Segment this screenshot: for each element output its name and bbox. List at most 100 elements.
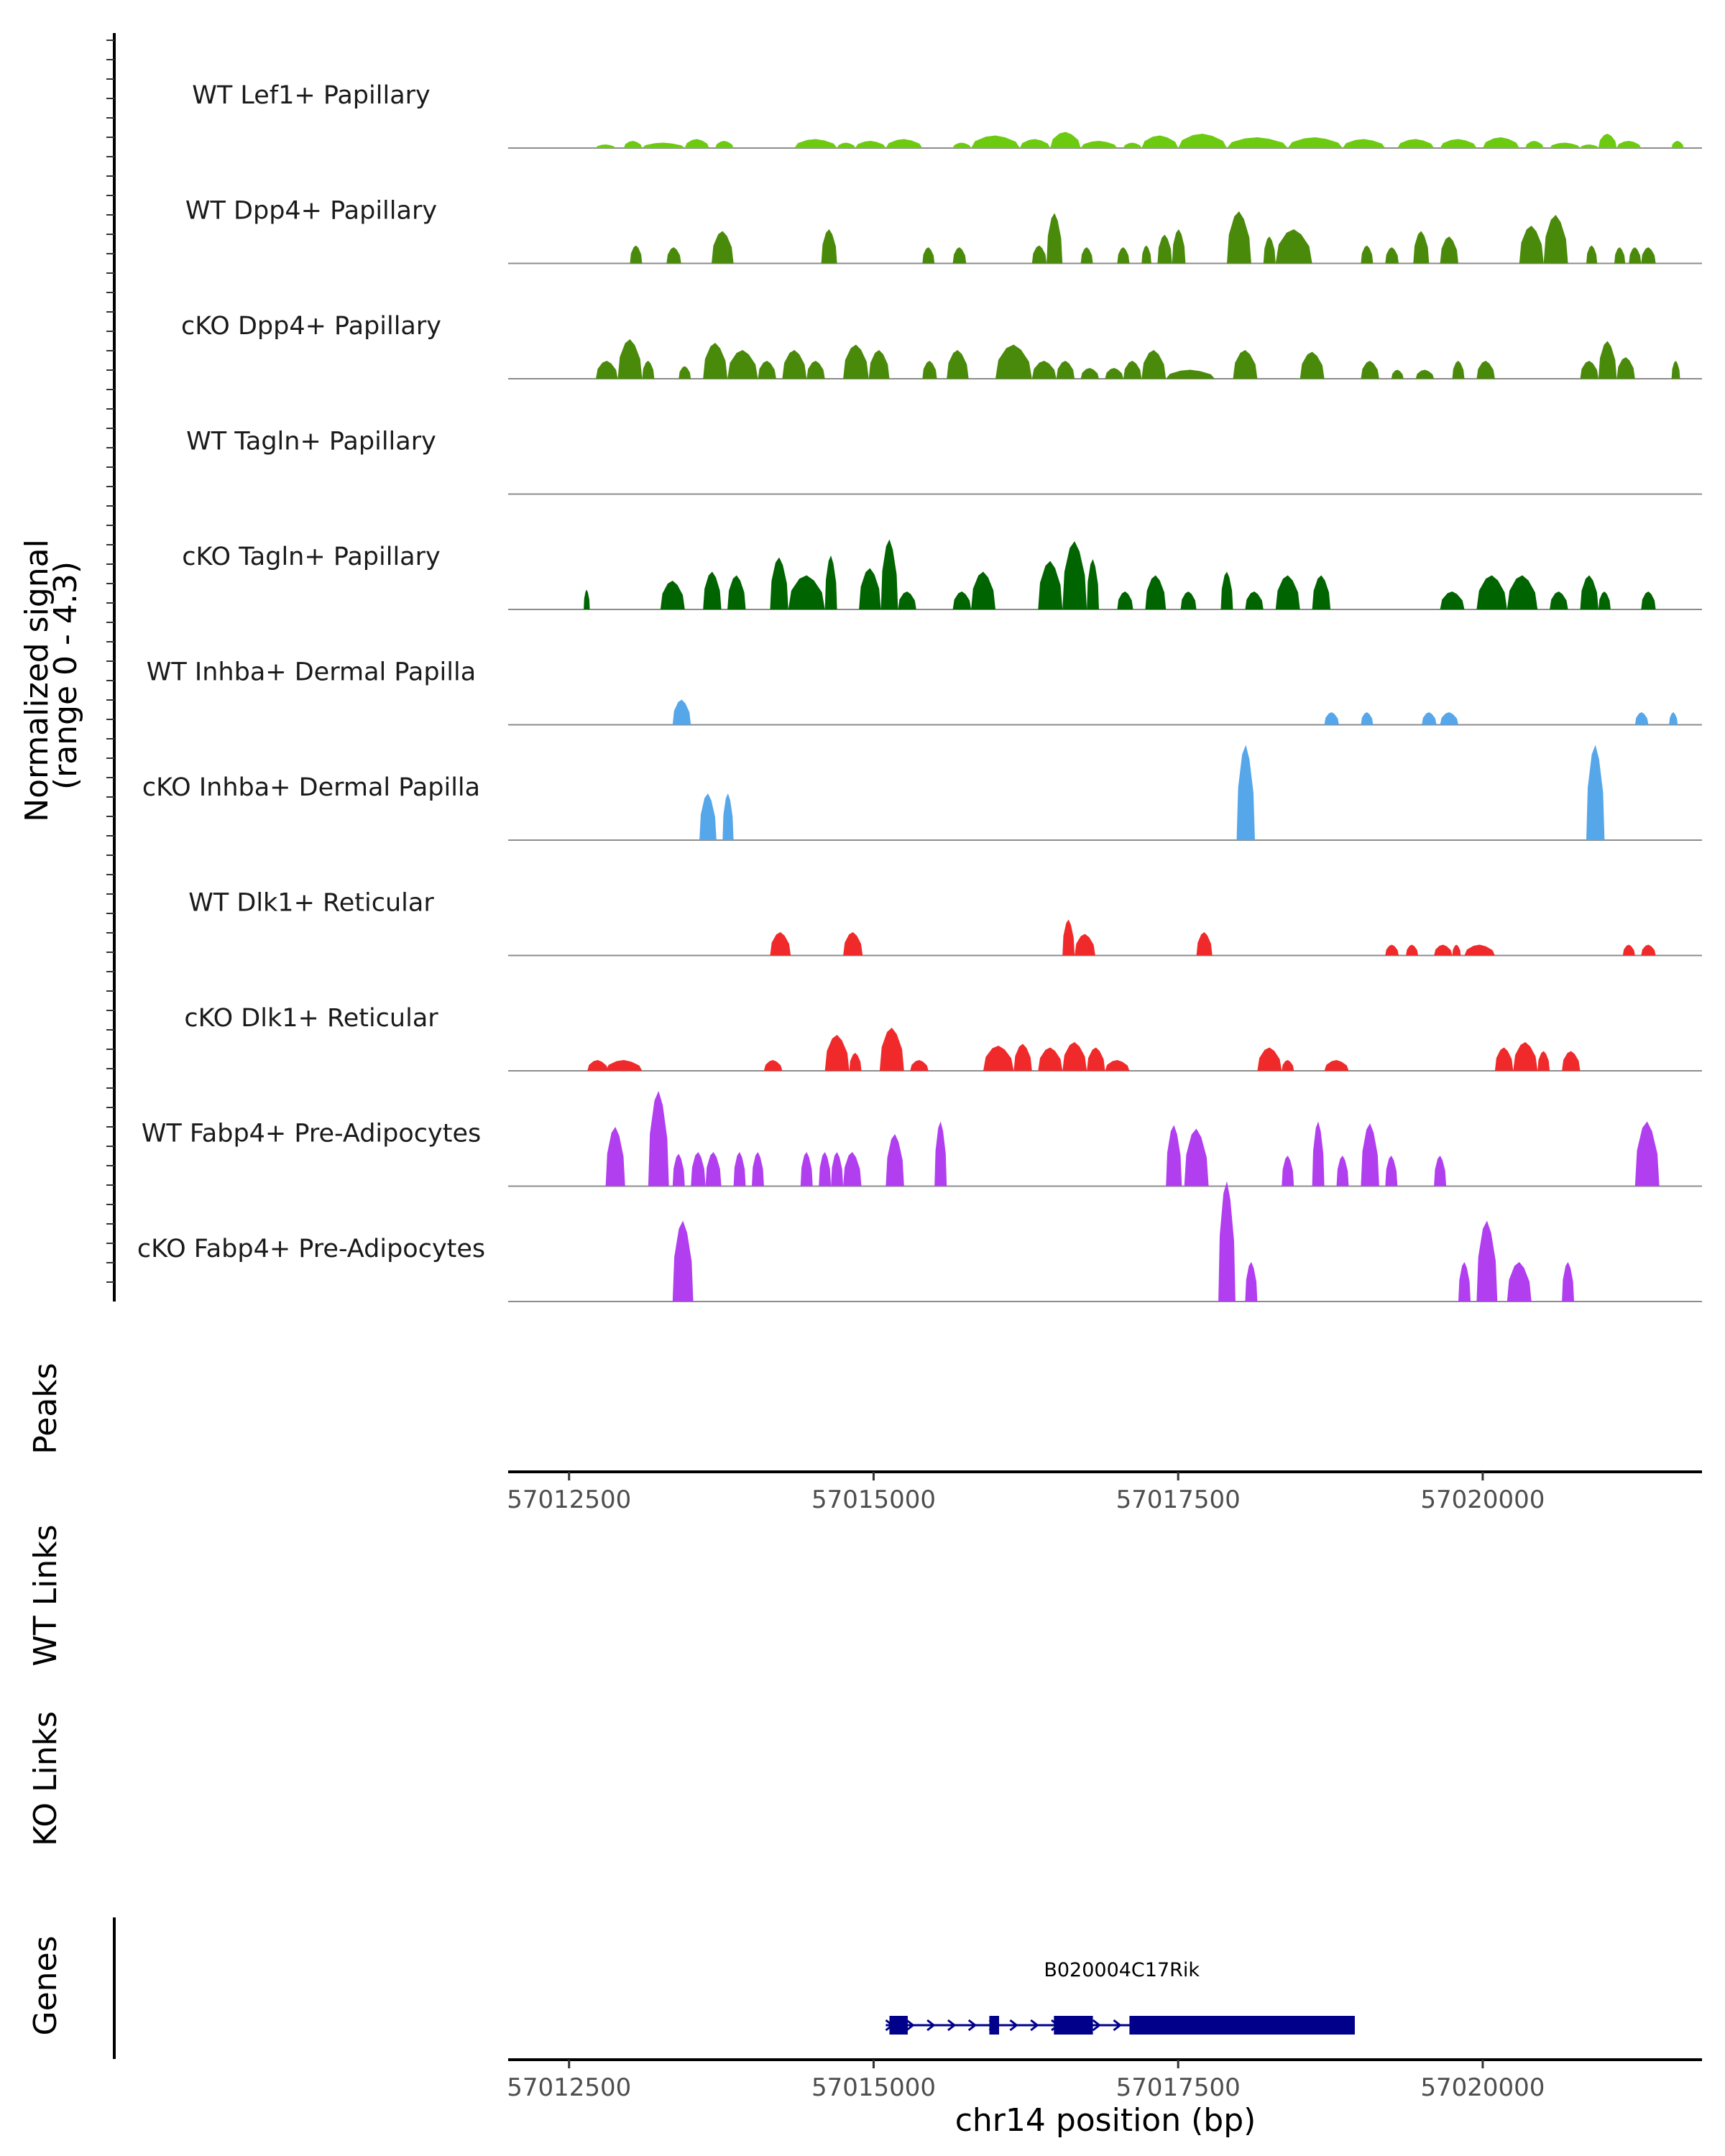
- gene-strand-arrow: [1113, 2019, 1122, 2032]
- coverage-peak: [770, 557, 788, 609]
- track-5: cKO Tagln+ Papillary: [182, 539, 1702, 610]
- coverage-peak: [1123, 361, 1142, 379]
- coverage-peak: [1080, 247, 1093, 264]
- track-label: WT Lef1+ Papillary: [192, 81, 431, 110]
- track-label: WT Inhba+ Dermal Papilla: [147, 658, 476, 687]
- track-10: WT Fabp4+ Pre-Adipocytes: [142, 1091, 1702, 1187]
- coverage-peak: [672, 699, 691, 725]
- coverage-peak: [1282, 1060, 1294, 1071]
- gene-model: B020004C17Rik: [885, 1959, 1355, 2035]
- track-label: WT Tagln+ Papillary: [186, 428, 436, 456]
- coverage-peak: [770, 932, 791, 956]
- coverage-peak: [819, 1152, 832, 1187]
- coverage-peak: [1145, 575, 1167, 609]
- coverage-peak: [678, 366, 691, 379]
- coverage-peak: [1080, 368, 1099, 379]
- coverage-peak: [947, 350, 969, 379]
- coverage-peak: [879, 1028, 904, 1071]
- track-7: cKO Inhba+ Dermal Papilla: [142, 745, 1702, 841]
- coverage-peak: [1506, 575, 1538, 609]
- coverage-peak: [806, 361, 825, 379]
- track-label: cKO Tagln+ Papillary: [182, 543, 441, 571]
- coverage-peak: [1236, 745, 1255, 840]
- coverage-peak: [1062, 1042, 1087, 1071]
- coverage-peak: [1519, 226, 1544, 264]
- coverage-peak: [1087, 1047, 1105, 1071]
- coverage-peak: [1616, 141, 1642, 148]
- coverage-peak: [952, 591, 972, 609]
- coverage-peak: [1440, 712, 1458, 725]
- coverage-y-axis-title: Normalized signal (range 0 - 4.3): [19, 529, 84, 822]
- coverage-peak: [605, 1127, 625, 1187]
- coverage-peak: [1117, 247, 1130, 264]
- coverage-peak: [1361, 361, 1379, 379]
- coverage-peak: [849, 1053, 862, 1071]
- coverage-peak: [1019, 139, 1051, 148]
- coverage-peak: [1141, 135, 1179, 148]
- coverage-peak: [1634, 712, 1649, 725]
- coverage-peak: [1324, 712, 1339, 725]
- coverage-peak: [824, 1035, 850, 1071]
- coverage-peak: [886, 139, 923, 148]
- coverage-peak: [605, 1060, 643, 1071]
- coverage-peak: [1227, 137, 1288, 148]
- coverage-peak: [1641, 247, 1656, 264]
- coverage-peak: [1434, 944, 1453, 956]
- coverage-peak: [868, 350, 890, 379]
- gene-exon: [1129, 2016, 1355, 2035]
- coverage-peak: [1550, 591, 1568, 609]
- track-4: WT Tagln+ Papillary: [186, 428, 1702, 495]
- coverage-peak: [722, 793, 734, 840]
- x-tick-label: 57012500: [507, 2073, 631, 2102]
- coverage-peak: [1415, 369, 1435, 379]
- coverage-peak: [699, 793, 717, 840]
- gene-strand-arrow: [1030, 2019, 1039, 2032]
- coverage-peak: [1580, 361, 1598, 379]
- coverage-peak: [1312, 1121, 1325, 1187]
- x-tick-label: 57012500: [507, 1485, 631, 1514]
- coverage-peak: [1105, 1060, 1130, 1071]
- coverage-peak: [1513, 1042, 1538, 1071]
- coverage-peak: [642, 361, 655, 379]
- genes-track-label: Genes: [27, 1935, 64, 2035]
- coverage-peak: [1123, 142, 1142, 148]
- coverage-peak: [837, 142, 855, 148]
- coverage-peak: [1180, 591, 1197, 609]
- coverage-peak: [1629, 247, 1642, 264]
- coverage-peak: [1245, 1262, 1258, 1302]
- coverage-peak: [1062, 919, 1075, 956]
- coverage-peak: [821, 229, 837, 264]
- coverage-peak: [727, 350, 758, 379]
- coverage-peak: [1031, 361, 1057, 379]
- coverage-peak: [1476, 1220, 1498, 1302]
- coverage-peak: [971, 571, 995, 609]
- coverage-peak: [1434, 1156, 1447, 1187]
- coverage-peak: [1263, 236, 1276, 264]
- coverage-peak: [630, 245, 643, 264]
- coverage-peak: [1537, 1051, 1550, 1071]
- coverage-peak: [1324, 1060, 1349, 1071]
- coverage-peak: [1476, 361, 1495, 379]
- coverage-peak: [1580, 144, 1598, 148]
- coverage-x-axis-ticks: 57012500 57015000 57017500 57020000: [507, 1472, 1545, 1514]
- track-label: WT Fabp4+ Pre-Adipocytes: [142, 1120, 481, 1148]
- track-11: cKO Fabp4+ Pre-Adipocytes: [137, 1181, 1702, 1302]
- coverage-peak: [1105, 368, 1123, 379]
- coverage-peak: [1287, 137, 1343, 148]
- coverage-peak: [1038, 561, 1063, 609]
- track-1: WT Lef1+ Papillary: [192, 81, 1702, 149]
- track-3: cKO Dpp4+ Papillary: [181, 312, 1702, 379]
- coverage-peak: [1464, 944, 1495, 956]
- gene-name-label: B020004C17Rik: [1044, 1959, 1200, 1981]
- coverage-peak: [1300, 351, 1325, 379]
- coverage-peak: [1543, 215, 1568, 264]
- coverage-peak: [1361, 245, 1374, 264]
- track-8: WT Dlk1+ Reticular: [188, 889, 1702, 957]
- coverage-peak: [1452, 361, 1465, 379]
- coverage-peak: [1166, 369, 1215, 379]
- wt-links-track-label: WT Links: [27, 1524, 64, 1666]
- coverage-peak: [1440, 591, 1465, 609]
- coverage-peak: [1038, 1047, 1063, 1071]
- coverage-peak: [831, 1152, 844, 1187]
- coverage-peak: [995, 344, 1032, 379]
